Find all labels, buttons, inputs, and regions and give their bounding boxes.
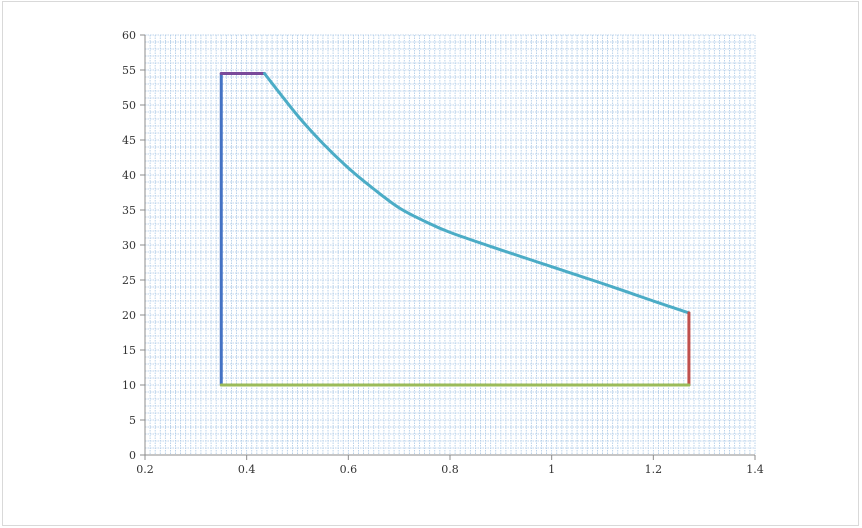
x-tick-label: 0.4 xyxy=(238,463,256,476)
x-tick-label: 0.6 xyxy=(340,463,358,476)
y-tick-label: 40 xyxy=(122,169,136,182)
axis-layer xyxy=(140,34,756,460)
y-tick-label: 45 xyxy=(122,134,136,147)
x-tick-label: 0.2 xyxy=(136,463,154,476)
label-layer: 0 5 10 15 20 25 30 35 40 45 50 55 60 0.2 0.4 0.6 0.8 1 1.2… xyxy=(122,29,764,476)
series-layer xyxy=(219,72,691,387)
y-tick-label: 0 xyxy=(129,449,136,462)
x-tick-label: 1.4 xyxy=(746,463,764,476)
y-tick-label: 5 xyxy=(129,414,136,427)
x-tick-label: 0.8 xyxy=(441,463,459,476)
y-tick-label: 30 xyxy=(122,239,136,252)
y-tick-label: 60 xyxy=(122,29,136,42)
y-tick-label: 50 xyxy=(122,99,136,112)
y-tick-label: 10 xyxy=(122,379,136,392)
chart-svg: 0 5 10 15 20 25 30 35 40 45 50 55 60 0.2 0.4 0.6 0.8 1 1.2… xyxy=(122,29,764,476)
x-tick-label: 1 xyxy=(548,463,555,476)
x-tick-label: 1.2 xyxy=(645,463,663,476)
y-tick-label: 25 xyxy=(122,274,136,287)
series-line-3 xyxy=(262,72,691,315)
y-tick-label: 55 xyxy=(122,64,136,77)
grid-layer xyxy=(145,34,756,455)
y-tick-label: 15 xyxy=(122,344,136,357)
y-tick-label: 20 xyxy=(122,309,136,322)
y-tick-label: 35 xyxy=(122,204,136,217)
